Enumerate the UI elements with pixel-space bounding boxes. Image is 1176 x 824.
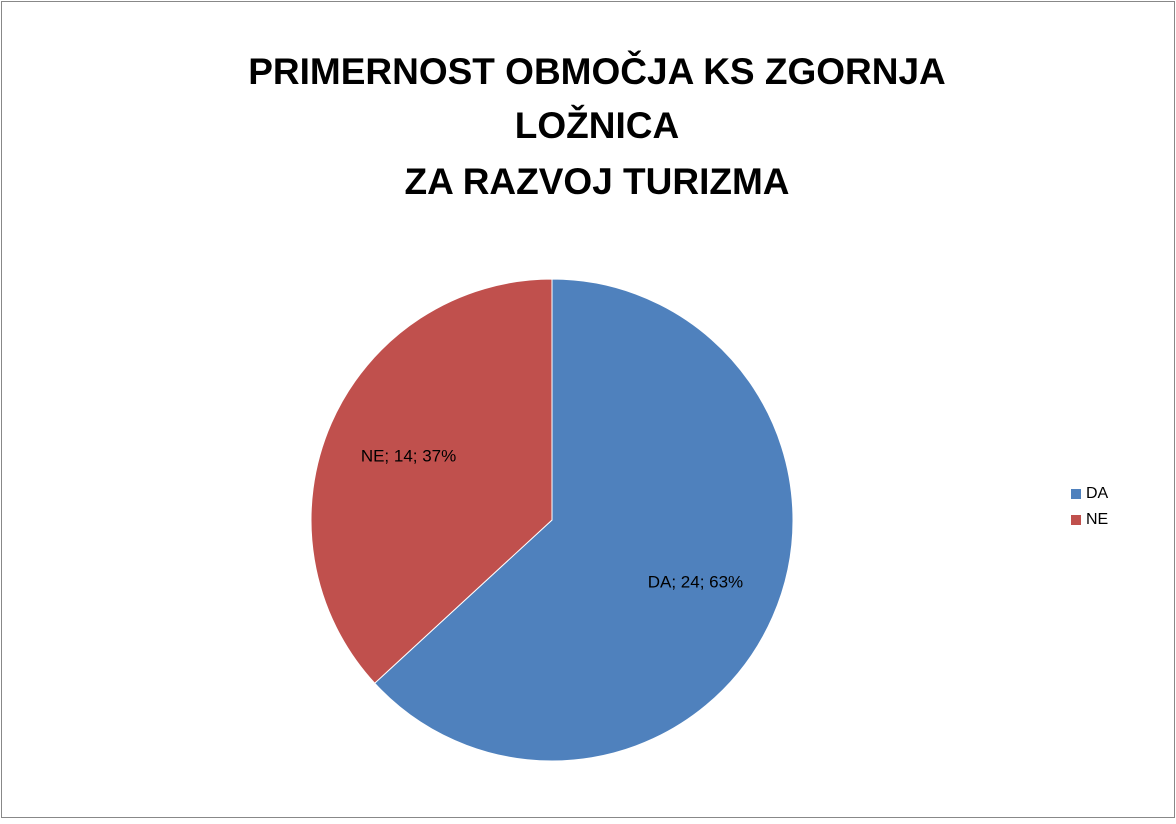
legend-label: DA	[1086, 485, 1109, 502]
chart-title: LOŽNICA	[515, 104, 679, 146]
legend-swatch	[1071, 489, 1081, 499]
data-label: DA; 24; 63%	[648, 572, 743, 591]
pie-slice	[373, 278, 794, 762]
data-label: NE; 14; 37%	[361, 447, 456, 466]
legend-swatch	[1071, 515, 1081, 525]
chart-title: PRIMERNOST OBMOČJA KS ZGORNJA	[248, 50, 946, 92]
pie-slice	[310, 278, 553, 684]
legend-label: NE	[1086, 511, 1108, 528]
chart-title: ZA RAZVOJ TURIZMA	[404, 161, 789, 202]
